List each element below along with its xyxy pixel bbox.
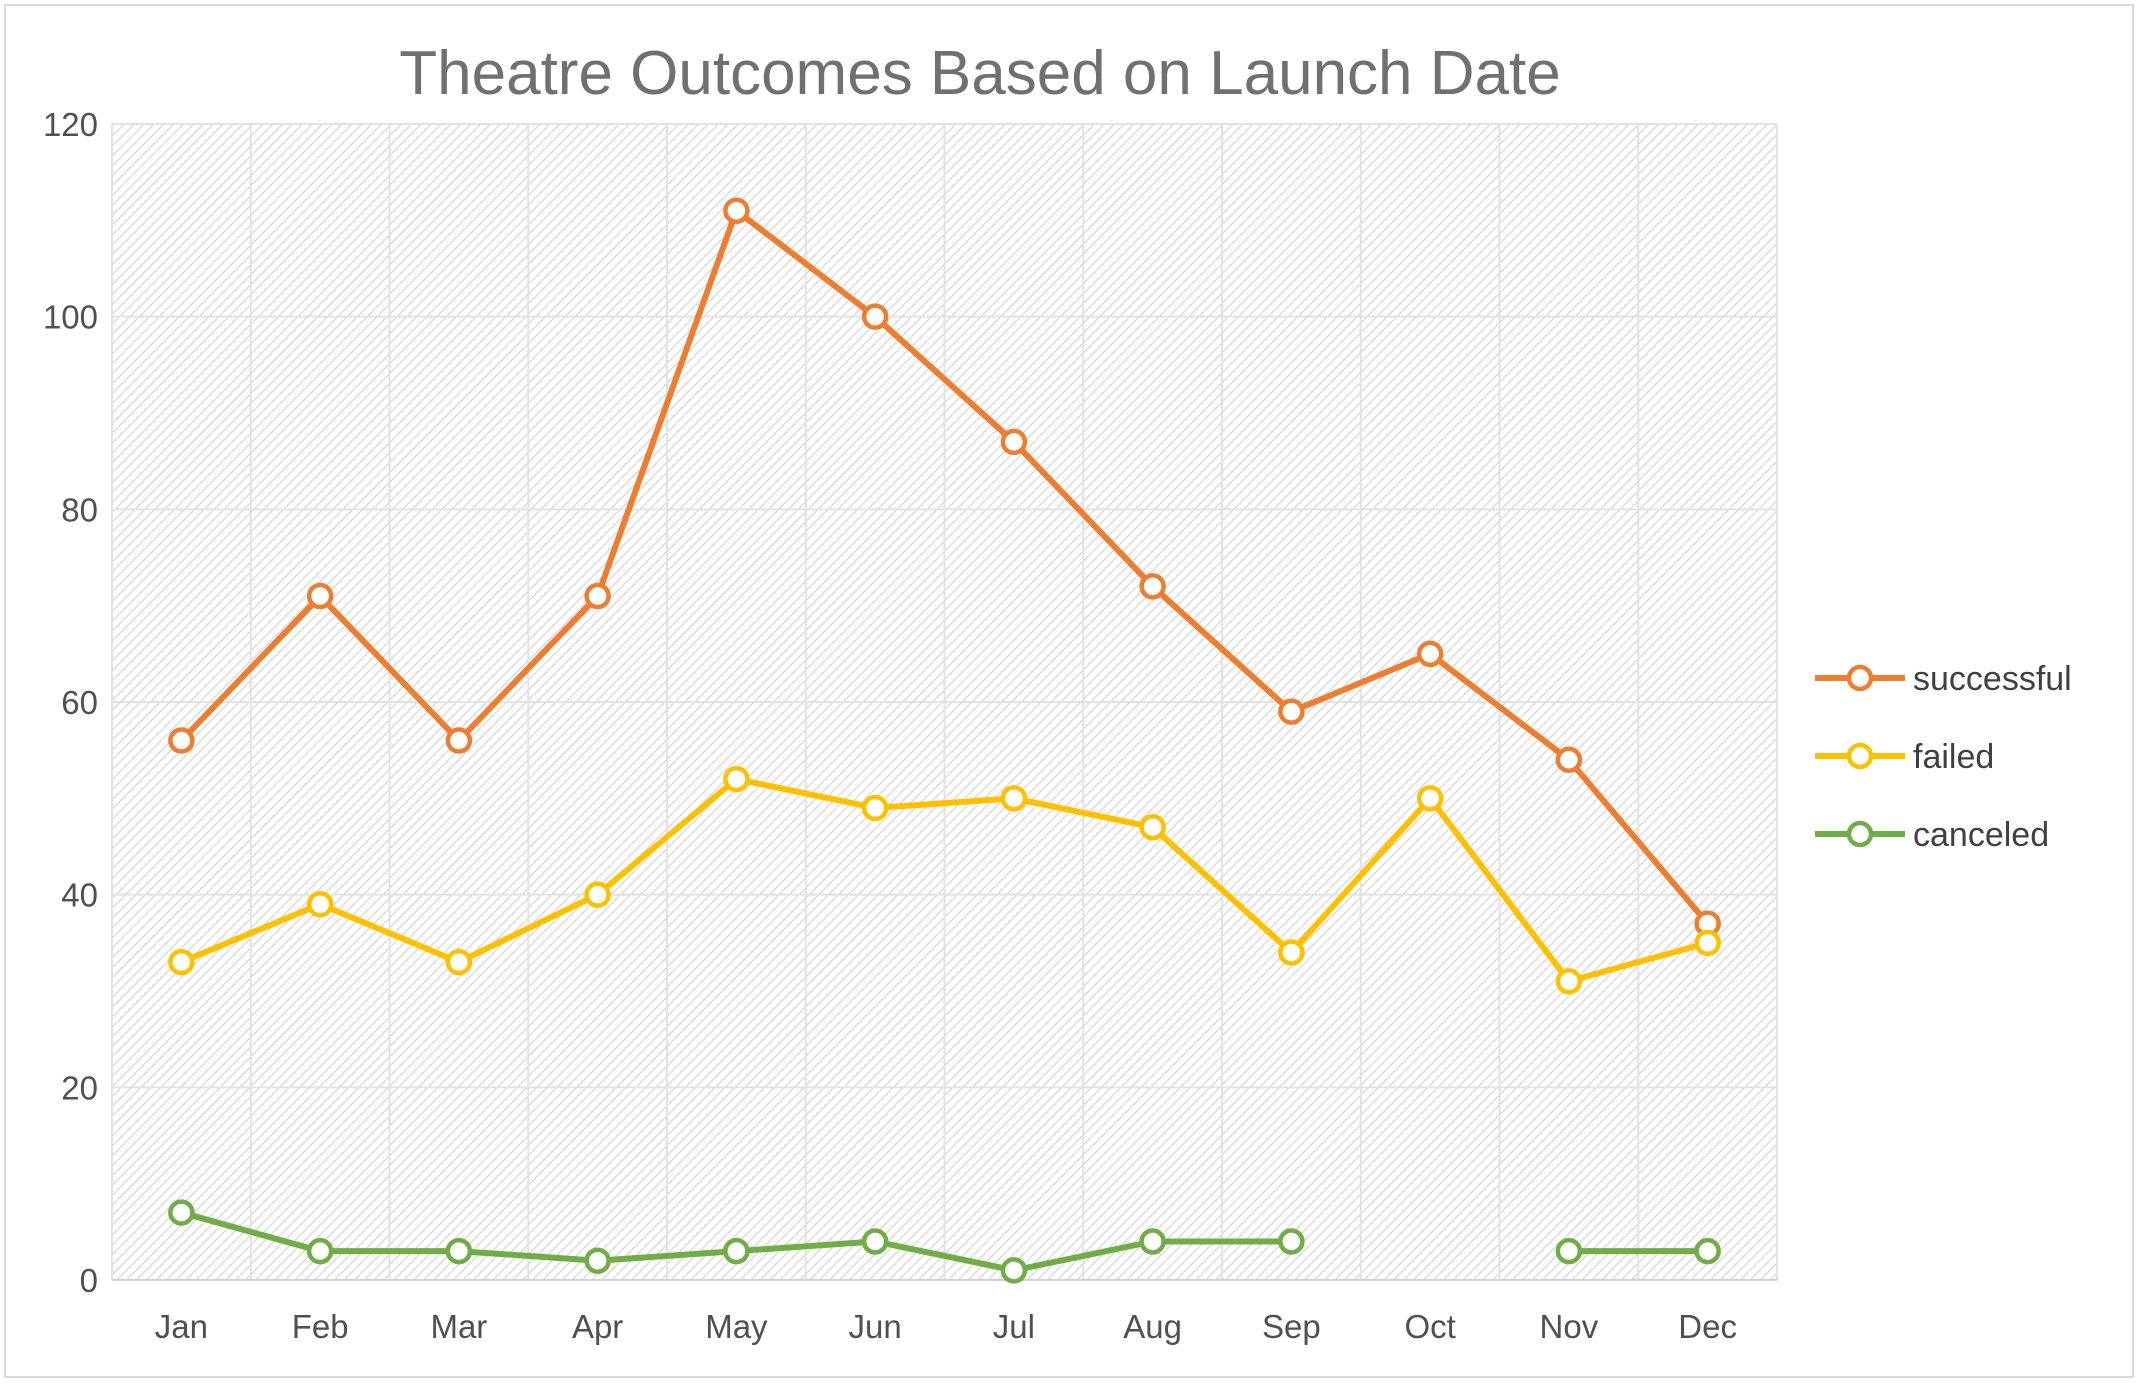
data-point-successful xyxy=(306,582,334,610)
y-tick-label: 80 xyxy=(61,491,98,528)
y-tick-label: 100 xyxy=(43,299,98,336)
data-point-canceled xyxy=(1694,1237,1721,1265)
data-point-canceled xyxy=(861,1228,889,1255)
legend-item-canceled: canceled xyxy=(1815,816,2049,854)
legend-label: failed xyxy=(1913,738,1994,776)
series-canceled xyxy=(168,1199,1721,1284)
legend-label: successful xyxy=(1913,660,2072,698)
y-tick-label: 120 xyxy=(43,106,98,143)
data-point-failed xyxy=(1278,939,1305,966)
series-line-successful xyxy=(178,207,1711,927)
legend-item-successful: successful xyxy=(1815,660,2072,698)
legend-marker xyxy=(1846,664,1874,692)
data-point-successful xyxy=(1278,698,1305,725)
data-point-successful xyxy=(861,303,889,330)
data-point-canceled xyxy=(1555,1237,1583,1265)
data-point-failed xyxy=(723,765,750,793)
y-tick-label: 40 xyxy=(61,877,98,914)
data-point-failed xyxy=(445,948,473,976)
data-point-failed xyxy=(584,881,611,908)
data-point-failed xyxy=(1555,968,1583,995)
series-failed xyxy=(168,765,1721,995)
legend-label: canceled xyxy=(1913,816,2049,854)
series-successful xyxy=(168,197,1721,937)
data-point-canceled xyxy=(1000,1257,1028,1284)
x-tick-label: Apr xyxy=(572,1308,623,1345)
data-point-failed xyxy=(168,948,195,976)
x-tick-label: Nov xyxy=(1540,1308,1599,1345)
data-point-successful xyxy=(1555,746,1583,774)
x-tick-label: Oct xyxy=(1404,1308,1455,1345)
x-tick-label: Aug xyxy=(1123,1308,1182,1345)
x-tick-label: Jul xyxy=(993,1308,1035,1345)
series-lines xyxy=(168,197,1721,1284)
data-point-canceled xyxy=(306,1237,334,1265)
data-point-successful xyxy=(168,727,195,754)
data-point-failed xyxy=(306,891,334,918)
data-point-canceled xyxy=(584,1247,611,1274)
x-tick-label: May xyxy=(705,1308,768,1345)
x-tick-label: Mar xyxy=(430,1308,487,1345)
data-point-failed xyxy=(1416,785,1444,812)
data-point-successful xyxy=(1139,573,1166,600)
data-point-failed xyxy=(1000,785,1028,812)
data-point-failed xyxy=(1694,929,1721,957)
data-point-failed xyxy=(861,794,889,822)
y-tick-label: 0 xyxy=(80,1262,98,1299)
legend-item-failed: failed xyxy=(1815,738,1994,776)
data-point-canceled xyxy=(723,1237,750,1265)
x-tick-label: Jun xyxy=(849,1308,902,1345)
x-tick-label: Dec xyxy=(1678,1308,1737,1345)
data-point-canceled xyxy=(1278,1228,1305,1255)
legend-marker xyxy=(1846,742,1874,770)
data-point-successful xyxy=(1000,428,1028,456)
data-point-successful xyxy=(1416,640,1444,668)
x-tick-label: Jan xyxy=(155,1308,208,1345)
x-tick-label: Sep xyxy=(1262,1308,1321,1345)
data-point-failed xyxy=(1139,813,1166,841)
data-point-canceled xyxy=(1139,1228,1166,1255)
legend-marker xyxy=(1846,820,1874,848)
data-point-successful xyxy=(445,727,473,754)
series-line-failed xyxy=(178,776,1711,985)
chart-title: Theatre Outcomes Based on Launch Date xyxy=(399,39,1560,108)
axes: 0 20 40 60 80 100 120 Jan Feb Mar Apr May Jun Jul Aug S… xyxy=(43,106,1777,1345)
y-tick-label: 60 xyxy=(61,684,98,721)
data-point-successful xyxy=(723,197,750,224)
legend: successful failed canceled xyxy=(1815,660,2072,854)
x-tick-label: Feb xyxy=(292,1308,349,1345)
data-point-canceled xyxy=(168,1199,195,1226)
data-point-canceled xyxy=(445,1237,473,1265)
y-tick-label: 20 xyxy=(61,1069,98,1106)
data-point-successful xyxy=(584,582,611,610)
